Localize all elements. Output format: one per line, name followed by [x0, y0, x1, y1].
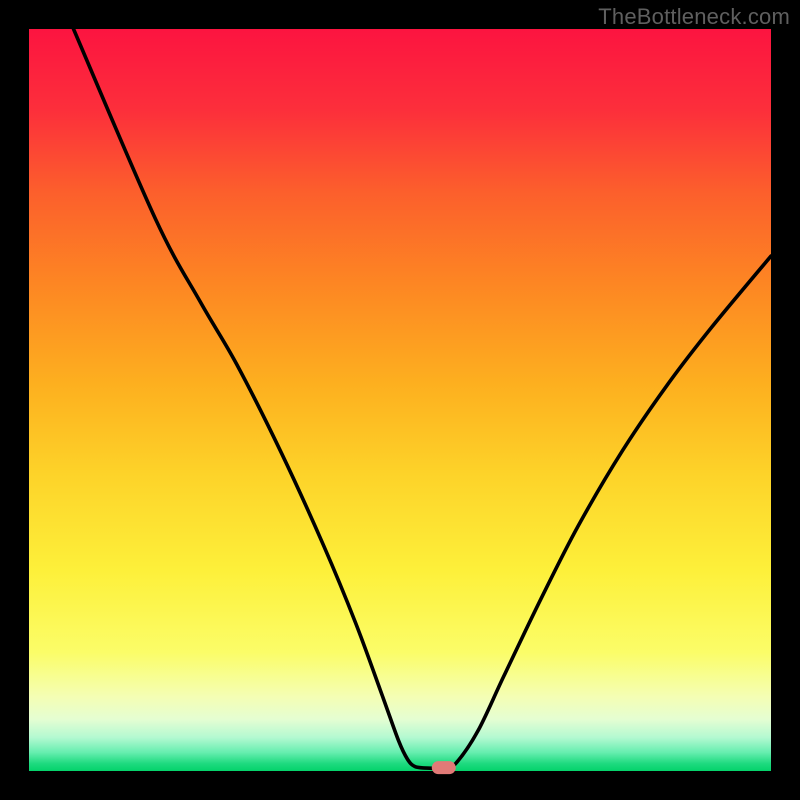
plot-background [29, 29, 771, 771]
optimal-marker [432, 761, 456, 774]
bottleneck-chart [0, 0, 800, 800]
chart-stage: TheBottleneck.com [0, 0, 800, 800]
watermark-text: TheBottleneck.com [598, 4, 790, 30]
